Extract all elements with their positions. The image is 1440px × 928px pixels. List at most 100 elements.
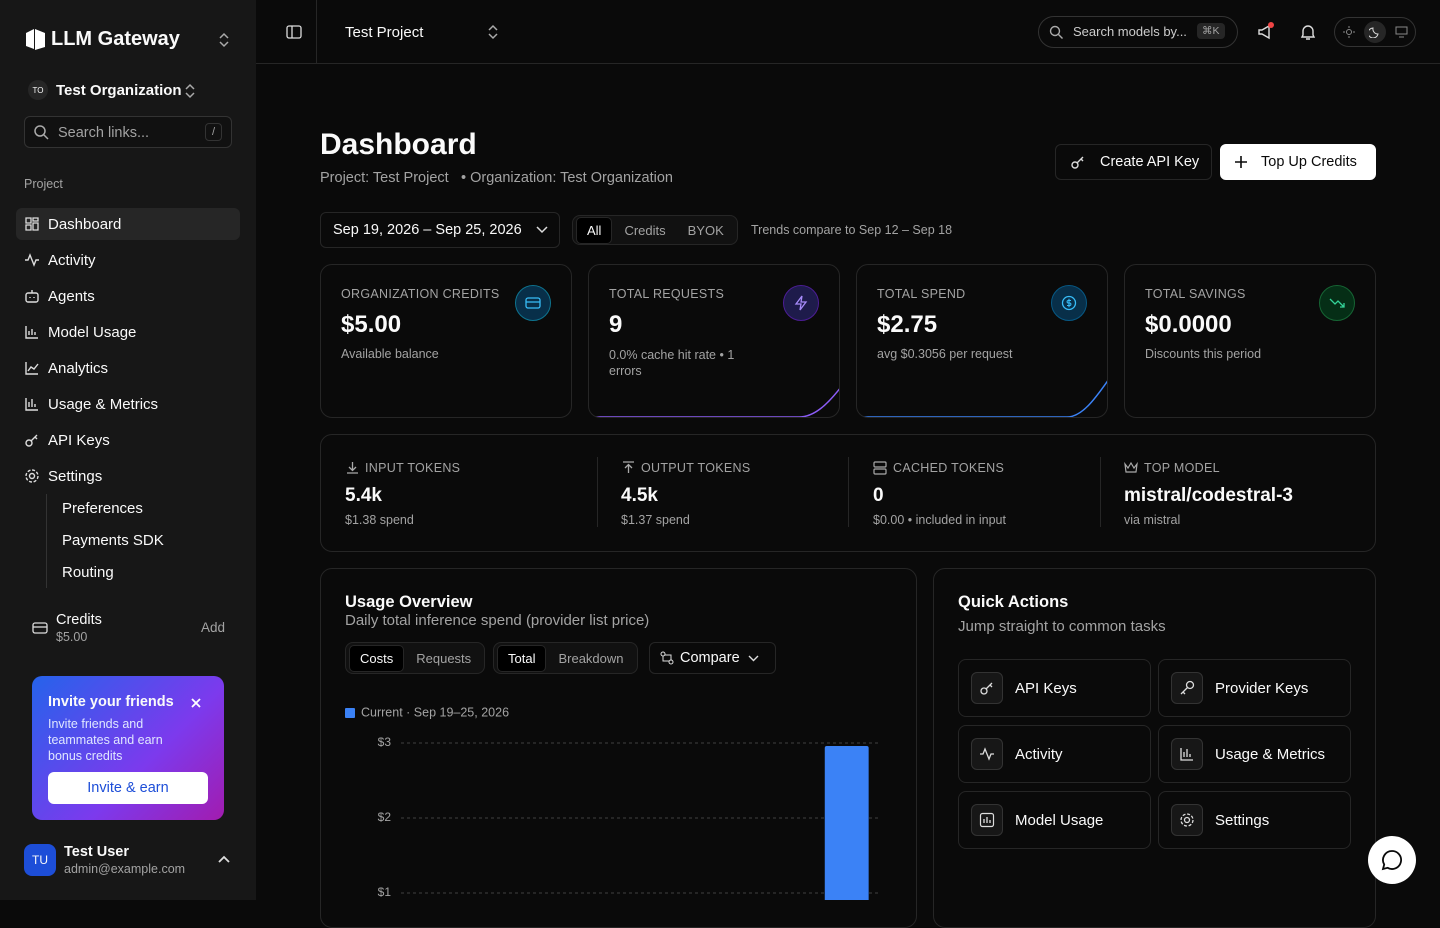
sidebar-toggle[interactable] [286, 24, 302, 40]
user-avatar: TU [24, 844, 56, 876]
y-tick-label: $1 [378, 885, 392, 899]
theme-light[interactable] [1343, 26, 1355, 38]
org-avatar: TO [28, 80, 48, 100]
tab[interactable]: Breakdown [558, 650, 624, 666]
token-value: 5.4k [345, 485, 382, 506]
section-label: Project [24, 177, 63, 191]
subnav-item[interactable]: Routing [62, 564, 114, 581]
nav-label: Model Usage [48, 323, 137, 341]
nav-label: Settings [48, 467, 103, 485]
subnav-item[interactable]: Payments SDK [62, 532, 164, 549]
chat-button[interactable] [1368, 836, 1416, 884]
stat-label: ORGANIZATION CREDITS [341, 287, 500, 301]
header-org: • Organization: Test Organization [461, 170, 673, 186]
subnav-line [46, 494, 47, 588]
nav-item[interactable]: Dashboard [16, 208, 240, 240]
project-select[interactable]: Test Project [345, 24, 424, 41]
compare-label: Compare [680, 650, 740, 666]
search-placeholder: Search models by... [1073, 24, 1187, 39]
stat-value: $0.0000 [1145, 311, 1232, 338]
announcements[interactable] [1256, 22, 1276, 42]
token-label: OUTPUT TOKENS [641, 461, 751, 475]
stat-icon [1051, 285, 1087, 321]
search-links[interactable]: Search links... / [24, 116, 232, 148]
top-up-credits[interactable]: Top Up Credits [1220, 144, 1376, 180]
compare-button[interactable]: Compare [649, 642, 776, 674]
date-range[interactable]: Sep 19, 2026 – Sep 25, 2026 [320, 212, 560, 248]
token-value: mistral/codestral-3 [1124, 485, 1293, 506]
stat-label: TOTAL SAVINGS [1145, 287, 1246, 301]
theme-dark[interactable] [1364, 21, 1386, 43]
nav-item[interactable]: Agents [16, 280, 240, 312]
token-icon [347, 462, 358, 474]
quick-subtitle: Jump straight to common tasks [958, 618, 1166, 635]
stat-value: $2.75 [877, 311, 938, 338]
nav-label: Usage & Metrics [48, 395, 159, 413]
theme-system[interactable] [1395, 26, 1408, 38]
tab[interactable]: BYOK [687, 222, 724, 238]
theme-switch[interactable] [1334, 17, 1416, 47]
tab[interactable]: Costs [349, 644, 405, 672]
quick-action[interactable]: Model Usage [958, 791, 1151, 849]
nav-item[interactable]: Usage & Metrics [16, 388, 240, 420]
quick-action[interactable]: API Keys [958, 659, 1151, 717]
model-search[interactable]: Search models by... ⌘K [1038, 16, 1238, 48]
usage-subtitle: Daily total inference spend (provider li… [345, 612, 650, 629]
subnav-item[interactable]: Preferences [62, 500, 143, 517]
quick-action[interactable]: Activity [958, 725, 1151, 783]
token-label: TOP MODEL [1144, 461, 1220, 475]
trend-note: Trends compare to Sep 12 – Sep 18 [751, 223, 953, 237]
nav-item[interactable]: Analytics [16, 352, 240, 384]
quick-actions: Quick Actions Jump straight to common ta… [933, 568, 1376, 928]
user-name: Test User [64, 844, 130, 860]
quick-title: Quick Actions [958, 593, 1069, 611]
invite-text: Invite friends and teammates and earn bo… [48, 717, 163, 763]
search-icon [34, 125, 49, 140]
nav-label: API Keys [48, 431, 110, 449]
tokens-card: INPUT TOKENS 5.4k $1.38 spend OUTPUT TOK… [320, 434, 1376, 552]
stat-card: TOTAL SPEND $2.75 avg $0.3056 per reques… [856, 264, 1108, 418]
tab[interactable]: Requests [416, 650, 472, 666]
divider [316, 0, 317, 64]
project-switch[interactable] [486, 24, 500, 40]
nav-item[interactable]: Activity [16, 244, 240, 276]
tab[interactable]: Total [497, 644, 547, 672]
nav-item[interactable]: Settings [16, 460, 240, 492]
credits-icon [32, 622, 48, 634]
quick-action[interactable]: Provider Keys [1158, 659, 1351, 717]
stat-card: ORGANIZATION CREDITS $5.00 Available bal… [320, 264, 572, 418]
tab[interactable]: Credits [624, 222, 666, 238]
tab[interactable]: All [576, 216, 613, 244]
token-icon [623, 461, 634, 473]
quick-label: Provider Keys [1215, 679, 1309, 697]
nav-item[interactable]: Model Usage [16, 316, 240, 348]
search-icon [1049, 25, 1063, 39]
user-menu[interactable] [217, 854, 231, 864]
quick-label: Usage & Metrics [1215, 745, 1326, 763]
stat-sub: 0.0% cache hit rate • 1 errors [609, 348, 735, 378]
token-sub: $1.38 spend [345, 513, 414, 527]
credits-add[interactable]: Add [201, 620, 226, 635]
invite-button[interactable]: Invite & earn [48, 772, 208, 804]
org-switch[interactable] [183, 83, 197, 99]
divider [1100, 457, 1101, 527]
token-value: 0 [873, 485, 884, 506]
stat-sub: Discounts this period [1145, 347, 1262, 361]
stat-value: $5.00 [341, 311, 402, 338]
invite-close[interactable] [190, 697, 202, 709]
create-api-key[interactable]: Create API Key [1055, 144, 1212, 180]
nav-label: Analytics [48, 359, 109, 377]
quick-label: Model Usage [1015, 811, 1104, 829]
notifications[interactable] [1299, 23, 1317, 41]
usage-title: Usage Overview [345, 593, 473, 611]
token-value: 4.5k [621, 485, 658, 506]
invite-title: Invite your friends [48, 694, 174, 710]
switch-icon[interactable] [217, 32, 231, 48]
nav-item[interactable]: API Keys [16, 424, 240, 456]
quick-action[interactable]: Usage & Metrics [1158, 725, 1351, 783]
quick-action[interactable]: Settings [1158, 791, 1351, 849]
divider [848, 457, 849, 527]
org-name[interactable]: Test Organization [56, 82, 182, 99]
stat-sub: Available balance [341, 347, 439, 361]
bar [824, 746, 869, 900]
